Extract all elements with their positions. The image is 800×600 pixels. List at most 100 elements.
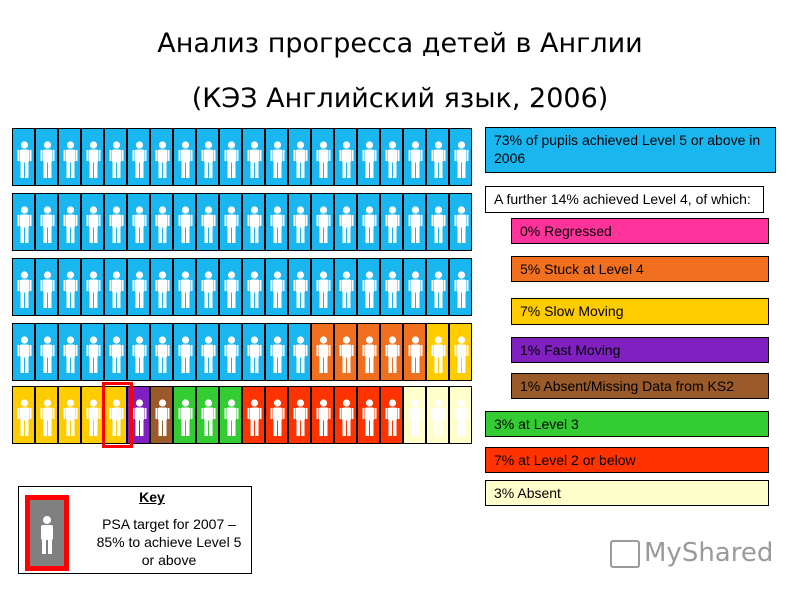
legend-level3: 3% at Level 3: [485, 411, 769, 437]
pupil-figure-icon: [150, 128, 173, 186]
pupil-figure-icon: [35, 193, 58, 251]
pupil-figure-icon: [311, 323, 334, 381]
pupil-figure-icon: [403, 258, 426, 316]
legend-slow-moving: 7% Slow Moving: [511, 298, 769, 325]
pupil-figure-icon: [35, 128, 58, 186]
pupil-figure-icon: [219, 386, 242, 444]
legend-level2-below: 7% at Level 2 or below: [485, 447, 769, 473]
pupil-row: [12, 386, 472, 444]
pupil-figure-icon: [35, 258, 58, 316]
pupil-figure-icon: [311, 258, 334, 316]
pupil-figure-icon: [403, 128, 426, 186]
pupil-figure-icon: [150, 193, 173, 251]
legend-absent: 3% Absent: [485, 480, 769, 506]
pupil-figure-icon: [449, 323, 472, 381]
pupil-figure-icon: [219, 193, 242, 251]
pupil-figure-icon: [127, 193, 150, 251]
pupil-row: [12, 193, 472, 251]
pupil-figure-icon: [242, 128, 265, 186]
psa-target-highlight: [102, 382, 133, 448]
pupil-figure-icon: [357, 386, 380, 444]
pupil-figure-icon: [58, 193, 81, 251]
pupil-figure-icon: [81, 128, 104, 186]
pupil-figure-icon: [403, 386, 426, 444]
pupil-figure-icon: [334, 258, 357, 316]
pupil-figure-icon: [288, 386, 311, 444]
pupil-figure-icon: [380, 258, 403, 316]
pupil-figure-icon: [12, 128, 35, 186]
pupil-figure-icon: [380, 128, 403, 186]
pupil-figure-icon: [449, 386, 472, 444]
pupil-figure-icon: [357, 258, 380, 316]
pupil-figure-icon: [12, 323, 35, 381]
pupil-figure-icon: [357, 193, 380, 251]
watermark: MyShared: [610, 538, 773, 568]
legend-regressed: 0% Regressed: [511, 218, 769, 244]
pupil-figure-icon: [265, 323, 288, 381]
pupil-figure-icon: [81, 258, 104, 316]
pupil-figure-icon: [104, 323, 127, 381]
pupil-figure-icon: [173, 386, 196, 444]
legend-fast-moving: 1% Fast Moving: [511, 337, 769, 363]
pupil-figure-icon: [127, 258, 150, 316]
pupil-figure-icon: [219, 258, 242, 316]
watermark-text: MyShared: [644, 538, 774, 568]
pupil-figure-icon: [150, 386, 173, 444]
pupil-figure-icon: [334, 386, 357, 444]
pupil-figure-icon: [104, 128, 127, 186]
pupil-figure-icon: [196, 193, 219, 251]
pupil-figure-icon: [449, 128, 472, 186]
pupil-figure-icon: [104, 193, 127, 251]
legend-further-level4: A further 14% achieved Level 4, of which…: [485, 186, 764, 213]
pupil-figure-icon: [196, 323, 219, 381]
pupil-figure-icon: [426, 193, 449, 251]
key-text: PSA target for 2007 – 85% to achieve Lev…: [96, 516, 242, 568]
legend-stuck-level4: 5% Stuck at Level 4: [511, 256, 769, 282]
pupil-figure-icon: [12, 193, 35, 251]
pupil-row: [12, 323, 472, 381]
pupil-figure-icon: [426, 128, 449, 186]
pupil-figure-icon: [449, 193, 472, 251]
pupil-figure-icon: [403, 193, 426, 251]
pupil-figure-icon: [357, 323, 380, 381]
pupil-figure-icon: [173, 128, 196, 186]
pupil-figure-icon: [403, 323, 426, 381]
pupil-figure-icon: [380, 193, 403, 251]
pupil-figure-icon: [426, 323, 449, 381]
pupil-figure-icon: [196, 128, 219, 186]
pupil-figure-icon: [449, 258, 472, 316]
pupil-figure-icon: [104, 258, 127, 316]
pupil-figure-icon: [311, 128, 334, 186]
pupil-figure-icon: [426, 386, 449, 444]
key-title: Key: [139, 489, 165, 505]
pupil-figure-icon: [173, 193, 196, 251]
pupil-figure-icon: [12, 386, 35, 444]
pupil-figure-icon: [288, 128, 311, 186]
pupil-figure-icon: [81, 386, 104, 444]
presentation-icon: [610, 539, 640, 568]
pupil-figure-icon: [426, 258, 449, 316]
pupil-figure-icon: [242, 323, 265, 381]
pupil-figure-icon: [311, 386, 334, 444]
pupil-figure-icon: [265, 193, 288, 251]
pupil-figure-icon: [196, 386, 219, 444]
pupil-figure-icon: [35, 323, 58, 381]
pupil-figure-icon: [334, 128, 357, 186]
pupil-figure-icon: [265, 258, 288, 316]
pupil-figure-icon: [334, 323, 357, 381]
pupil-figure-icon: [58, 258, 81, 316]
legend-level5: 73% of pupils achieved Level 5 or above …: [485, 127, 776, 173]
pupil-figure-icon: [104, 386, 127, 444]
pupil-figure-icon: [58, 323, 81, 381]
key-box: Key PSA target for 2007 – 85% to achieve…: [18, 486, 252, 574]
pupil-figure-icon: [380, 323, 403, 381]
pupil-figure-icon: [219, 323, 242, 381]
title-line-2: (КЭЗ Английский язык, 2006): [191, 83, 609, 114]
pupil-figure-icon: [380, 386, 403, 444]
pupil-figure-icon: [242, 386, 265, 444]
pupil-figure-icon: [35, 386, 58, 444]
pupil-figure-icon: [288, 323, 311, 381]
pupil-figure-icon: [173, 323, 196, 381]
legend-absent-missing-ks2: 1% Absent/Missing Data from KS2: [511, 373, 769, 399]
pupil-figure-icon: [334, 193, 357, 251]
